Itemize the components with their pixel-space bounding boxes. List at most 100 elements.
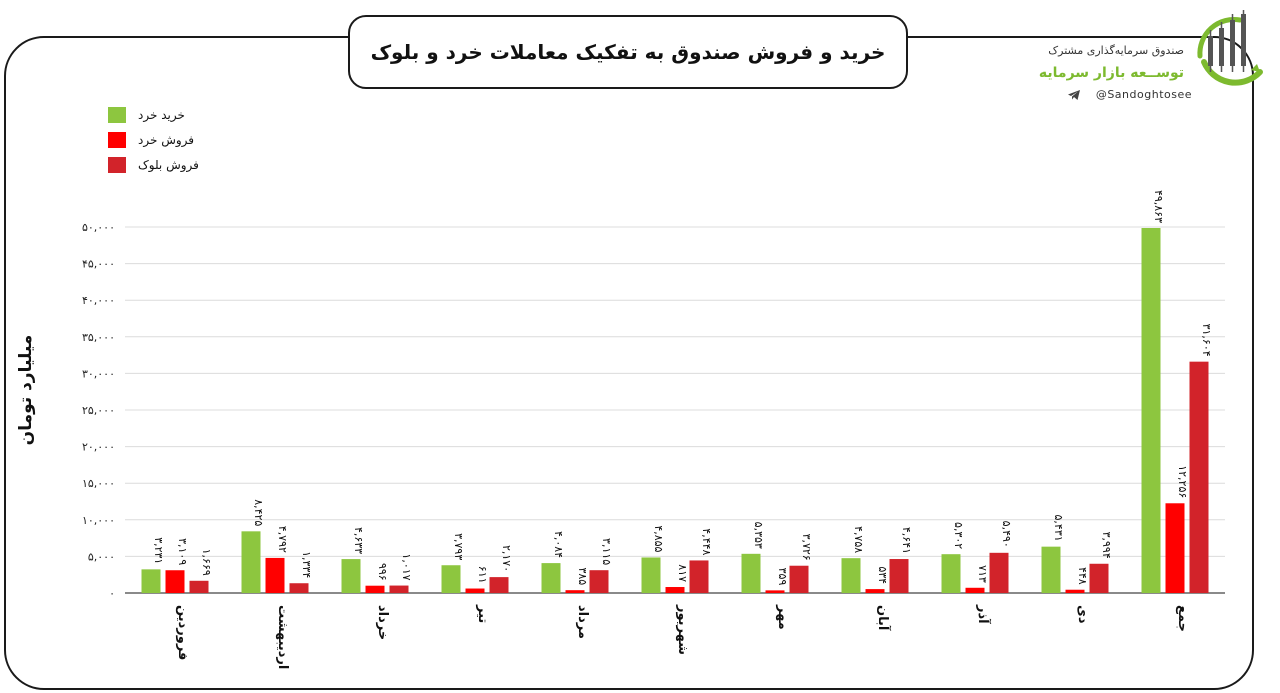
- data-label: ۳۸۵: [576, 567, 589, 585]
- brand-subtitle: صندوق سرمایه‌گذاری مشترک: [1048, 44, 1184, 57]
- bar: [1065, 589, 1085, 593]
- bar: [489, 577, 509, 593]
- data-label: ۱,۶۶۹: [200, 549, 213, 576]
- data-label: ۳,۱۰۹: [176, 538, 189, 565]
- x-tick-label: شهریور: [675, 604, 690, 655]
- bar: [689, 560, 709, 593]
- legend-label-retail-buy: خرید خرد: [138, 107, 185, 122]
- data-label: ۴,۰۸۴: [552, 531, 565, 558]
- bar: [241, 531, 261, 593]
- data-label: ۵۳۴: [876, 566, 889, 584]
- legend-label-block-sell: فروش بلوک: [138, 157, 199, 172]
- data-label: ۸۱۷: [676, 564, 689, 582]
- y-tick-label: ۲۰,۰۰۰: [82, 441, 115, 454]
- bar: [289, 583, 309, 593]
- legend-item-retail-buy: خرید خرد: [108, 102, 199, 127]
- bar: [389, 585, 409, 593]
- bar: [989, 552, 1009, 593]
- bar: [165, 570, 185, 593]
- bar: [789, 565, 809, 593]
- bar: [1141, 228, 1161, 593]
- y-tick-label: ۵,۰۰۰: [88, 550, 115, 563]
- y-tick-label: ۰: [109, 587, 115, 600]
- data-label: ۴,۶۴۱: [900, 527, 913, 554]
- bar: [841, 558, 861, 593]
- bar: [641, 557, 661, 593]
- bar: [1041, 546, 1061, 593]
- data-label: ۶۱۱: [476, 566, 489, 584]
- y-tick-label: ۴۰,۰۰۰: [82, 294, 115, 307]
- data-label: ۸,۴۲۵: [252, 499, 265, 526]
- brand-logo-icon: [1197, 10, 1263, 86]
- legend-swatch-retail-buy: [108, 106, 126, 123]
- data-label: ۵,۳۵۳: [752, 522, 765, 549]
- chart-title: خرید و فروش صندوق به تفکیک معاملات خرد و…: [370, 40, 886, 64]
- bar: [941, 554, 961, 593]
- x-tick-label: آذر: [975, 604, 992, 624]
- x-tick-label: اردیبهشت: [275, 605, 290, 669]
- y-tick-label: ۲۵,۰۰۰: [82, 404, 115, 417]
- bar: [1089, 563, 1109, 593]
- y-tick-label: ۱۰,۰۰۰: [82, 514, 115, 527]
- y-tick-label: ۵۰,۰۰۰: [82, 221, 115, 234]
- data-label: ۷۱۳: [976, 565, 989, 583]
- bar: [565, 590, 585, 593]
- data-label: ۴,۸۵۵: [652, 525, 665, 552]
- bar: [889, 559, 909, 593]
- data-label: ۳۱,۶۰۴: [1200, 324, 1213, 357]
- legend-item-retail-sell: فروش خرد: [108, 127, 199, 152]
- bar: [765, 590, 785, 593]
- brand-block: صندوق سرمایه‌گذاری مشترک توســعه بازار س…: [1039, 10, 1270, 105]
- brand-name: توســعه بازار سرمایه: [1038, 65, 1184, 81]
- x-tick-label: مهر: [775, 604, 790, 630]
- bar: [365, 585, 385, 593]
- data-label: ۱۲,۲۵۶: [1176, 465, 1189, 498]
- data-label: ۹۹۶: [376, 563, 389, 581]
- data-label: ۴۹,۸۶۳: [1152, 190, 1165, 223]
- bar: [341, 559, 361, 593]
- y-tick-label: ۳۰,۰۰۰: [82, 367, 115, 380]
- data-label: ۲,۱۷۰: [500, 545, 513, 572]
- x-tick-label: تیر: [475, 604, 490, 623]
- data-label: ۵,۳۰۲: [952, 522, 965, 549]
- data-label: ۴۴۸: [1076, 567, 1089, 585]
- data-label: ۳,۲۳۱: [152, 537, 165, 564]
- data-label: ۳,۷۲۶: [800, 534, 813, 561]
- y-tick-label: ۳۵,۰۰۰: [82, 331, 115, 344]
- data-label: ۴,۴۴۸: [700, 528, 713, 555]
- bar: [141, 569, 161, 593]
- data-label: ۴,۶۳۳: [352, 527, 365, 554]
- telegram-icon: [1068, 90, 1080, 100]
- x-tick-label: خرداد: [375, 605, 390, 640]
- data-label: ۳,۷۹۳: [452, 533, 465, 560]
- data-label: ۳,۱۱۵: [600, 538, 613, 565]
- data-label: ۴,۷۵۸: [852, 526, 865, 553]
- x-tick-label: آبان: [875, 605, 892, 631]
- bar: [1189, 361, 1209, 593]
- data-label: ۵,۴۹۰: [1000, 521, 1013, 548]
- x-tick-label: دی: [1075, 605, 1090, 624]
- data-label: ۱,۳۳۴: [300, 551, 313, 578]
- bar: [541, 563, 561, 593]
- legend-item-block-sell: فروش بلوک: [108, 152, 199, 177]
- data-label: ۴,۷۹۲: [276, 526, 289, 553]
- brand-handle: @Sandoghtosee: [1095, 88, 1192, 101]
- data-label: ۳,۹۹۴: [1100, 532, 1113, 559]
- bar: [1165, 503, 1185, 593]
- title-box: خرید و فروش صندوق به تفکیک معاملات خرد و…: [348, 15, 908, 89]
- x-tick-label: جمع: [1175, 605, 1190, 632]
- bar: [441, 565, 461, 593]
- bar: [965, 587, 985, 593]
- bar: [865, 589, 885, 593]
- y-tick-label: ۴۵,۰۰۰: [82, 258, 115, 271]
- x-tick-label: مرداد: [575, 605, 590, 639]
- y-tick-label: ۱۵,۰۰۰: [82, 477, 115, 490]
- bar: [665, 587, 685, 593]
- bar: [465, 588, 485, 593]
- legend: خرید خرد فروش خرد فروش بلوک: [108, 102, 199, 177]
- bar: [741, 553, 761, 593]
- legend-label-retail-sell: فروش خرد: [138, 132, 194, 147]
- bar: [189, 580, 209, 593]
- x-tick-label: فروردین: [175, 605, 190, 660]
